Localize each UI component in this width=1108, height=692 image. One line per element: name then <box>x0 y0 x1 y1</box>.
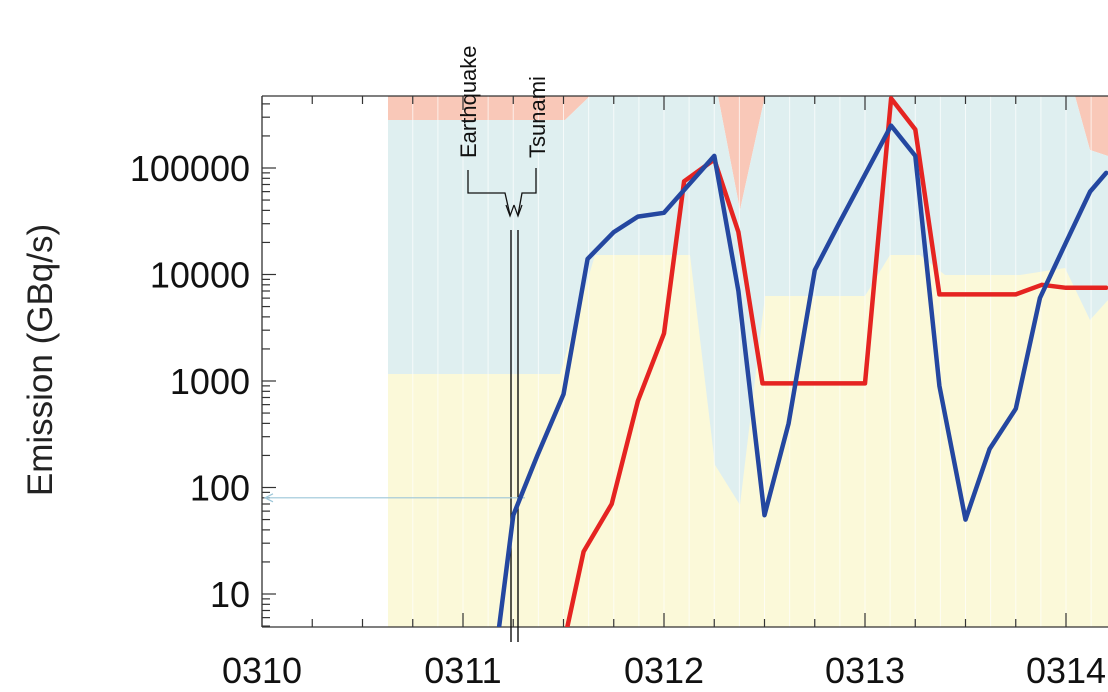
vertical-grid <box>412 96 1092 627</box>
tsunami-label: Tsunami <box>525 76 550 158</box>
blue-series-line <box>496 123 1108 627</box>
y-tick-label: 100000 <box>130 148 250 189</box>
y-tick-labels: 10 100 1000 10000 100000 <box>130 148 250 615</box>
x-tick-label: 0311 <box>424 650 501 691</box>
earthquake-label: Earthquake <box>456 45 481 158</box>
x-tick-labels: 0310 0311 0312 0313 0314 <box>222 650 1106 691</box>
tsunami-leader <box>517 168 537 216</box>
reference-arrowhead <box>263 493 274 503</box>
earthquake-arrowhead <box>505 204 515 218</box>
y-tick-label: 100 <box>190 468 250 509</box>
y-axis-title: Emission (GBq/s) <box>21 224 60 496</box>
tsunami-arrowhead <box>513 204 523 218</box>
earthquake-leader <box>467 170 511 216</box>
series-lines <box>496 96 1108 627</box>
x-tick-label: 0313 <box>825 650 905 691</box>
y-tick-label: 10000 <box>150 255 250 296</box>
axis-ticks <box>261 96 1067 627</box>
x-tick-label: 0312 <box>624 650 704 691</box>
band-salmon <box>388 96 1108 210</box>
red-series-line <box>565 96 1108 627</box>
y-tick-label: 1000 <box>170 361 250 402</box>
y-tick-label: 10 <box>210 574 250 615</box>
event-annotations: Earthquake Tsunami <box>263 45 550 642</box>
x-tick-label: 0314 <box>1026 650 1106 691</box>
x-tick-label: 0310 <box>222 650 302 691</box>
band-yellow <box>388 255 1108 627</box>
